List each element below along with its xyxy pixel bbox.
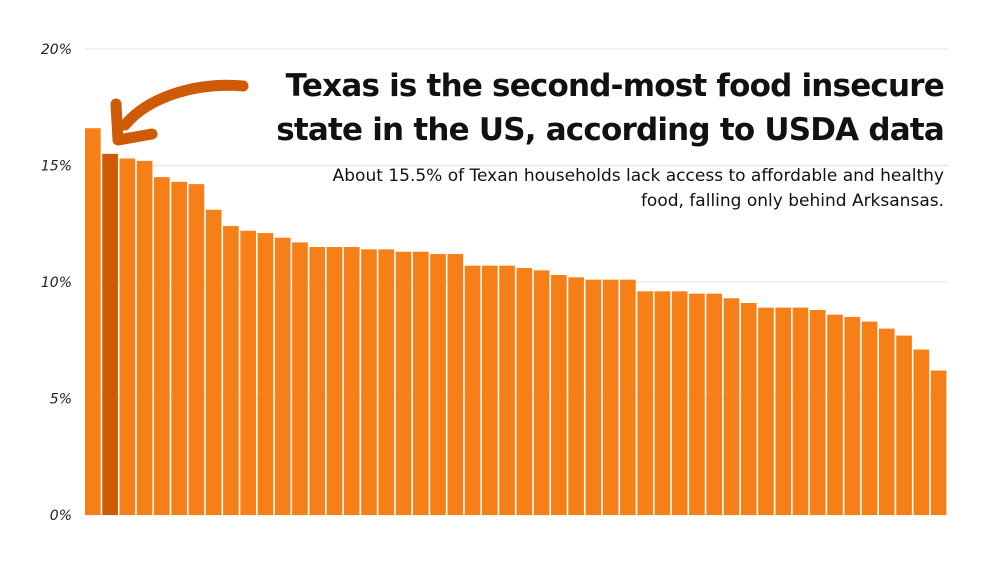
bar xyxy=(637,291,653,515)
y-axis-ticks: 0% 5% 10% 15% 20% xyxy=(41,42,72,524)
bar xyxy=(620,279,636,515)
bar xyxy=(274,237,291,516)
y-tick-label: 0% xyxy=(50,508,72,524)
arrow-icon xyxy=(119,79,249,131)
bar xyxy=(430,254,446,516)
bar xyxy=(326,247,343,516)
bar xyxy=(378,249,395,515)
bar xyxy=(689,293,705,515)
bar xyxy=(878,328,895,515)
bar xyxy=(154,177,170,515)
y-tick-label: 10% xyxy=(41,275,72,291)
bar xyxy=(809,309,826,515)
bar xyxy=(343,247,360,516)
bar xyxy=(533,270,550,515)
bar xyxy=(119,158,136,515)
bar xyxy=(827,314,843,515)
bars xyxy=(85,128,947,516)
bar xyxy=(758,307,774,515)
bar xyxy=(844,316,861,515)
bar xyxy=(671,291,688,515)
bar xyxy=(223,226,239,515)
y-tick-label: 15% xyxy=(41,159,72,175)
bar xyxy=(188,184,205,515)
bar xyxy=(447,254,464,516)
arrow-head-icon xyxy=(110,98,158,146)
y-tick-label: 5% xyxy=(50,392,72,408)
bar xyxy=(792,307,809,515)
bar xyxy=(602,279,619,515)
bar xyxy=(361,249,377,515)
bar xyxy=(464,265,481,515)
bar xyxy=(257,233,274,515)
bar xyxy=(896,335,912,515)
bar xyxy=(861,321,878,515)
bar xyxy=(740,302,757,515)
bar xyxy=(309,247,326,516)
bar-highlighted xyxy=(102,153,118,515)
bar xyxy=(568,277,584,515)
bar xyxy=(551,275,567,515)
y-tick-label: 20% xyxy=(41,42,72,58)
bar xyxy=(654,291,671,515)
chart-title: Texas is the second-most food insecure s… xyxy=(276,68,945,148)
bar xyxy=(775,307,792,515)
bar xyxy=(412,251,429,515)
bar xyxy=(395,251,412,515)
bar xyxy=(706,293,723,515)
bar xyxy=(723,298,740,515)
bar xyxy=(585,279,602,515)
chart-subtitle: About 15.5% of Texan households lack acc… xyxy=(332,166,944,211)
bar xyxy=(499,265,515,515)
bar xyxy=(292,242,308,515)
bar xyxy=(136,160,153,515)
bar xyxy=(171,181,187,515)
bar xyxy=(913,349,930,515)
bar xyxy=(930,370,947,515)
bar xyxy=(85,128,101,515)
bar xyxy=(516,268,533,515)
bar xyxy=(240,230,256,516)
bar xyxy=(205,209,222,515)
bar xyxy=(481,265,498,515)
